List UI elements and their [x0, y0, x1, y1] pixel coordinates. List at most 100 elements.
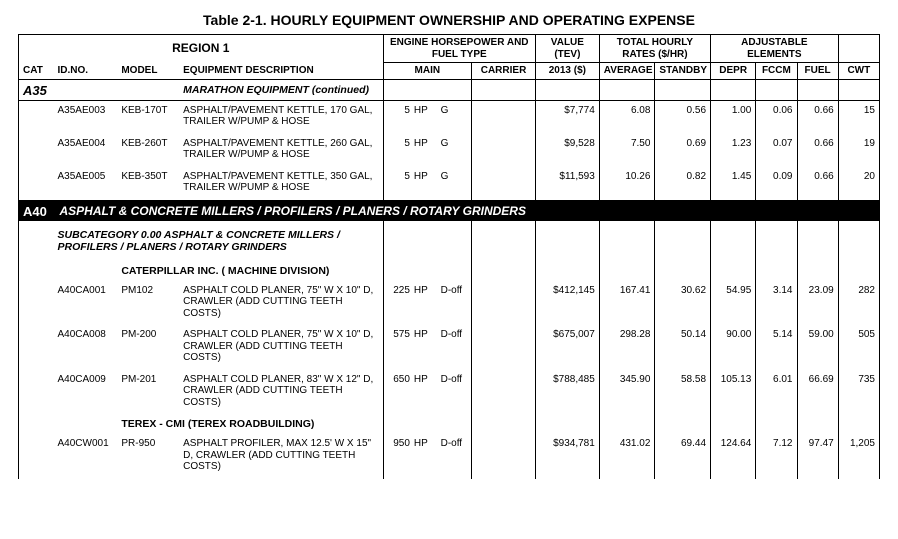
cell-cwt: 735 — [838, 370, 879, 415]
cell-depr: 124.64 — [711, 434, 756, 479]
hdr-depr: DEPR — [711, 63, 756, 80]
cell-fccm: 6.01 — [756, 370, 797, 415]
cell-fccm: 0.09 — [756, 167, 797, 201]
a40-mfr2-row: TEREX - CMI (TEREX ROADBUILDING) — [19, 414, 880, 434]
hdr-fccm: FCCM — [756, 63, 797, 80]
cell-avg: 7.50 — [599, 134, 655, 167]
cell-fccm: 0.06 — [756, 100, 797, 134]
cell-depr: 1.23 — [711, 134, 756, 167]
cell-ft: D-off — [437, 434, 472, 479]
a40-bar: ASPHALT & CONCRETE MILLERS / PROFILERS /… — [54, 200, 880, 221]
cell-id: A35AE004 — [54, 134, 118, 167]
hdr-adj: ADJUSTABLE ELEMENTS — [711, 35, 839, 63]
a35-cat: A35 — [19, 79, 54, 100]
cell-fuel: 0.66 — [797, 167, 838, 201]
cell-avg: 167.41 — [599, 281, 655, 326]
cell-stby: 69.44 — [655, 434, 711, 479]
cell-hpu: HP — [412, 134, 437, 167]
cell-cwt: 1,205 — [838, 434, 879, 479]
cell-depr: 90.00 — [711, 325, 756, 370]
cell-model: KEB-260T — [117, 134, 179, 167]
cell-hpu: HP — [412, 370, 437, 415]
cell-ft: G — [437, 100, 472, 134]
table-row: A40CA009PM-201ASPHALT COLD PLANER, 83" W… — [19, 370, 880, 415]
cell-desc: ASPHALT/PAVEMENT KETTLE, 260 GAL, TRAILE… — [179, 134, 383, 167]
cell-hp: 225 — [383, 281, 412, 326]
a40-subcat-row: SUBCATEGORY 0.00 ASPHALT & CONCRETE MILL… — [19, 221, 880, 261]
a40-bar-row: A40 ASPHALT & CONCRETE MILLERS / PROFILE… — [19, 200, 880, 221]
cell-stby: 50.14 — [655, 325, 711, 370]
hdr-carrier: CARRIER — [472, 63, 536, 80]
hdr-cat: CAT — [19, 63, 54, 80]
cell-value: $412,145 — [535, 281, 599, 326]
cell-id: A35AE003 — [54, 100, 118, 134]
equipment-table: REGION 1 ENGINE HORSEPOWER AND FUEL TYPE… — [18, 34, 880, 479]
cell-avg: 6.08 — [599, 100, 655, 134]
cell-value: $788,485 — [535, 370, 599, 415]
hdr-engine: ENGINE HORSEPOWER AND FUEL TYPE — [383, 35, 535, 63]
table-row: A40CW001PR-950ASPHALT PROFILER, MAX 12.5… — [19, 434, 880, 479]
cell-fuel: 0.66 — [797, 134, 838, 167]
cell-hp: 5 — [383, 167, 412, 201]
cell-fuel: 23.09 — [797, 281, 838, 326]
cell-id: A40CA001 — [54, 281, 118, 326]
cell-fccm: 0.07 — [756, 134, 797, 167]
cell-cwt: 20 — [838, 167, 879, 201]
cell-value: $934,781 — [535, 434, 599, 479]
a35-section-row: A35 MARATHON EQUIPMENT (continued) — [19, 79, 880, 100]
cell-ft: G — [437, 167, 472, 201]
cell-model: PM-201 — [117, 370, 179, 415]
cell-cwt: 282 — [838, 281, 879, 326]
hdr-cwt: CWT — [838, 63, 879, 80]
a35-section: MARATHON EQUIPMENT (continued) — [179, 79, 383, 100]
a40-mfr1-row: CATERPILLAR INC. ( MACHINE DIVISION) — [19, 261, 880, 281]
cell-fccm: 7.12 — [756, 434, 797, 479]
cell-depr: 105.13 — [711, 370, 756, 415]
cell-desc: ASPHALT/PAVEMENT KETTLE, 170 GAL, TRAILE… — [179, 100, 383, 134]
cell-depr: 1.45 — [711, 167, 756, 201]
cell-desc: ASPHALT COLD PLANER, 75" W X 10" D, CRAW… — [179, 281, 383, 326]
cell-model: PR-950 — [117, 434, 179, 479]
cell-hpu: HP — [412, 167, 437, 201]
cell-stby: 0.69 — [655, 134, 711, 167]
hdr-blank — [838, 35, 879, 63]
cell-hpu: HP — [412, 434, 437, 479]
hdr-fuel: FUEL — [797, 63, 838, 80]
header-row-1: REGION 1 ENGINE HORSEPOWER AND FUEL TYPE… — [19, 35, 880, 63]
hdr-id: ID.NO. — [54, 63, 118, 80]
cell-avg: 10.26 — [599, 167, 655, 201]
cell-cwt: 19 — [838, 134, 879, 167]
table-row: A40CA001PM102ASPHALT COLD PLANER, 75" W … — [19, 281, 880, 326]
cell-depr: 1.00 — [711, 100, 756, 134]
cell-hpu: HP — [412, 281, 437, 326]
cell-cwt: 505 — [838, 325, 879, 370]
cell-ft: D-off — [437, 370, 472, 415]
hdr-year: 2013 ($) — [535, 63, 599, 80]
cell-hp: 5 — [383, 100, 412, 134]
hdr-rates: TOTAL HOURLY RATES ($/HR) — [599, 35, 710, 63]
table-title: Table 2-1. HOURLY EQUIPMENT OWNERSHIP AN… — [18, 12, 880, 28]
cell-model: KEB-350T — [117, 167, 179, 201]
cell-ft: D-off — [437, 325, 472, 370]
cell-fccm: 3.14 — [756, 281, 797, 326]
hdr-stby: STANDBY — [655, 63, 711, 80]
hdr-value: VALUE (TEV) — [535, 35, 599, 63]
cell-model: PM-200 — [117, 325, 179, 370]
cell-desc: ASPHALT/PAVEMENT KETTLE, 350 GAL, TRAILE… — [179, 167, 383, 201]
hdr-main: MAIN — [383, 63, 472, 80]
cell-stby: 30.62 — [655, 281, 711, 326]
cell-desc: ASPHALT PROFILER, MAX 12.5' W X 15" D, C… — [179, 434, 383, 479]
cell-fuel: 97.47 — [797, 434, 838, 479]
a40-mfr2: TEREX - CMI (TEREX ROADBUILDING) — [117, 414, 383, 434]
cell-id: A35AE005 — [54, 167, 118, 201]
hdr-model: MODEL — [117, 63, 179, 80]
cell-stby: 0.82 — [655, 167, 711, 201]
cell-stby: 58.58 — [655, 370, 711, 415]
hdr-avg: AVERAGE — [599, 63, 655, 80]
cell-id: A40CW001 — [54, 434, 118, 479]
cell-hp: 950 — [383, 434, 412, 479]
cell-fuel: 59.00 — [797, 325, 838, 370]
cell-depr: 54.95 — [711, 281, 756, 326]
cell-fccm: 5.14 — [756, 325, 797, 370]
a40-cat: A40 — [19, 200, 54, 221]
